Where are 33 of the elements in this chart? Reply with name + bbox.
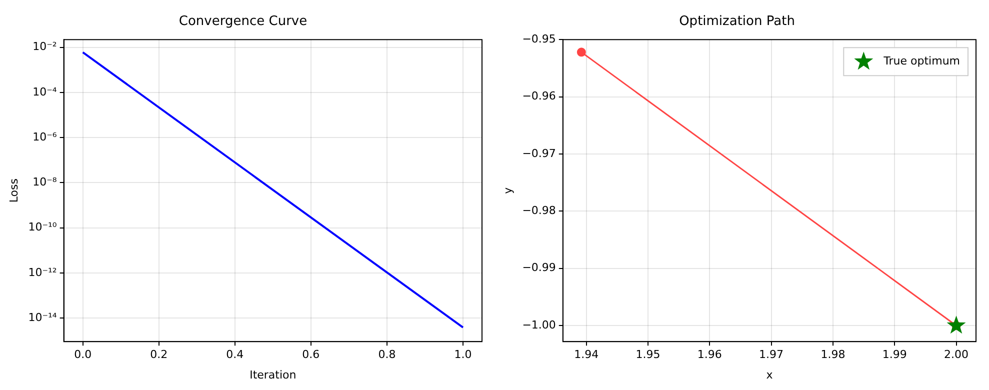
y-tick-label: 10⁻⁶ — [32, 130, 58, 144]
chart-title: Convergence Curve — [178, 14, 308, 30]
y-tick-label: −0.97 — [522, 146, 556, 160]
y-axis-title: Loss — [7, 178, 20, 203]
x-tick-label: 1.97 — [759, 348, 784, 362]
x-tick-label: 0.4 — [226, 348, 244, 362]
y-axis-title: y — [501, 186, 514, 194]
y-tick-label: 10⁻⁴ — [32, 85, 58, 98]
x-axis-title: x — [766, 368, 774, 382]
y-tick-label: −0.96 — [522, 90, 556, 103]
x-tick-label: 1.0 — [454, 348, 472, 362]
x-tick-label: 1.94 — [574, 348, 599, 362]
y-tick-label: −1.00 — [522, 318, 556, 332]
chart-title: Optimization Path — [679, 14, 795, 30]
y-tick-label: −0.99 — [522, 261, 556, 274]
x-tick-label: 1.99 — [882, 348, 907, 362]
x-tick-label: 0.8 — [378, 348, 396, 362]
x-tick-label: 1.98 — [820, 348, 846, 362]
y-tick-label: 10⁻¹⁰ — [28, 220, 58, 234]
y-tick-label: 10⁻² — [32, 40, 57, 54]
x-tick-label: 0.2 — [150, 348, 168, 362]
y-tick-label: 10⁻⁸ — [32, 176, 58, 189]
x-tick-label: 1.95 — [636, 348, 660, 362]
x-tick-label: 1.96 — [697, 348, 722, 362]
legend-label: True optimum — [882, 54, 960, 68]
x-tick-label: 2.00 — [944, 348, 969, 362]
x-axis-title: Iteration — [250, 368, 296, 382]
y-tick-label: −0.95 — [522, 32, 556, 46]
y-tick-label: −0.98 — [522, 204, 556, 218]
x-tick-label: 0.6 — [302, 348, 320, 362]
y-tick-label: 10⁻¹² — [28, 266, 57, 279]
x-tick-label: 0.0 — [74, 348, 92, 362]
y-tick-label: 10⁻¹⁴ — [28, 310, 58, 324]
